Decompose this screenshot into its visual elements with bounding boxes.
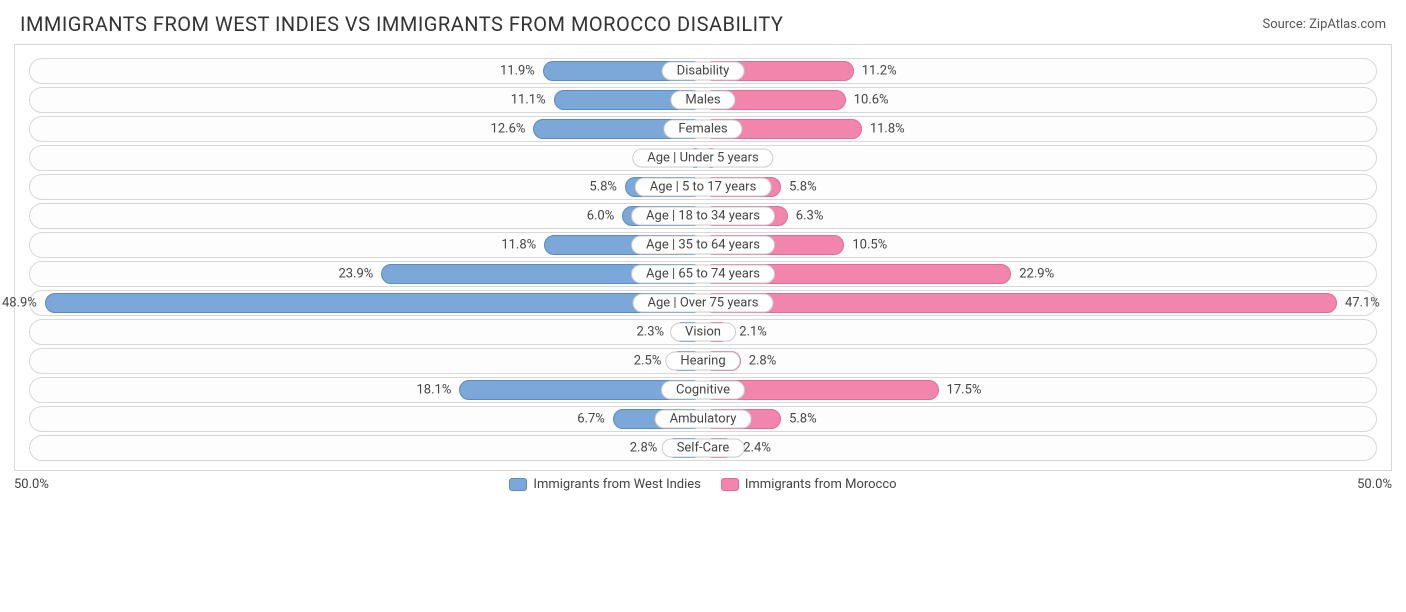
category-label: Disability (662, 62, 745, 81)
value-right: 6.3% (796, 209, 824, 224)
chart-row: 48.9%47.1%Age | Over 75 years (29, 290, 1377, 316)
chart-row: 23.9% 22.9% Age | 65 to 74 years (29, 261, 1377, 287)
category-label: Age | Over 75 years (633, 294, 774, 313)
category-label: Age | 5 to 17 years (635, 178, 772, 197)
chart-row: 2.8% 2.4%Self-Care (29, 435, 1377, 461)
value-right: 10.6% (854, 93, 889, 108)
value-left: 48.9% (2, 296, 37, 311)
value-right: 5.8% (789, 412, 817, 427)
value-left: 5.8% (589, 180, 617, 195)
chart-row: 1.2%1.2%Age | Under 5 years (29, 145, 1377, 171)
chart-row: 6.7% 5.8% Ambulatory (29, 406, 1377, 432)
value-right: 47.1% (1345, 296, 1380, 311)
chart-row: 11.1% 10.6% Males (29, 87, 1377, 113)
category-label: Age | 65 to 74 years (631, 265, 775, 284)
value-left: 12.6% (491, 122, 526, 137)
value-right: 11.8% (870, 122, 905, 137)
chart-row: 6.0% 6.3% Age | 18 to 34 years (29, 203, 1377, 229)
chart-row: 11.9% 11.2% Disability (29, 58, 1377, 84)
legend: Immigrants from West Indies Immigrants f… (49, 477, 1357, 492)
chart-row: 12.6% 11.8% Females (29, 116, 1377, 142)
value-left: 2.5% (634, 354, 662, 369)
value-right: 2.1% (739, 325, 767, 340)
legend-swatch-left (509, 478, 527, 491)
category-label: Vision (670, 323, 736, 342)
value-right: 10.5% (852, 238, 887, 253)
value-left: 6.0% (587, 209, 615, 224)
chart-header: IMMIGRANTS FROM WEST INDIES VS IMMIGRANT… (0, 0, 1406, 44)
chart-row: 5.8% 5.8% Age | 5 to 17 years (29, 174, 1377, 200)
category-label: Ambulatory (655, 410, 752, 429)
category-label: Hearing (665, 352, 740, 371)
category-label: Self-Care (662, 439, 745, 458)
chart-row: 18.1% 17.5% Cognitive (29, 377, 1377, 403)
chart-title: IMMIGRANTS FROM WEST INDIES VS IMMIGRANT… (20, 12, 783, 36)
category-label: Age | 35 to 64 years (631, 236, 775, 255)
category-label: Age | 18 to 34 years (631, 207, 775, 226)
value-right: 5.8% (789, 180, 817, 195)
axis-right-label: 50.0% (1357, 477, 1392, 492)
value-right: 17.5% (947, 383, 982, 398)
legend-swatch-right (721, 478, 739, 491)
value-right: 22.9% (1019, 267, 1054, 282)
value-left: 11.8% (501, 238, 536, 253)
chart-row: 11.8% 10.5% Age | 35 to 64 years (29, 232, 1377, 258)
value-left: 18.1% (417, 383, 452, 398)
value-left: 11.1% (511, 93, 546, 108)
bar-right (703, 293, 1337, 313)
chart-row: 2.3% 2.1%Vision (29, 319, 1377, 345)
category-label: Females (663, 120, 742, 139)
value-left: 2.3% (636, 325, 664, 340)
legend-label-right: Immigrants from Morocco (745, 477, 897, 492)
value-left: 2.8% (630, 441, 658, 456)
legend-label-left: Immigrants from West Indies (533, 477, 700, 492)
chart-footer: 50.0% Immigrants from West Indies Immigr… (0, 471, 1406, 492)
value-right: 2.4% (743, 441, 771, 456)
chart-source: Source: ZipAtlas.com (1262, 17, 1386, 32)
value-left: 6.7% (577, 412, 605, 427)
value-left: 23.9% (338, 267, 373, 282)
chart-area: 11.9% 11.2% Disability 11.1% 10.6% Males 12.6%… (14, 44, 1392, 471)
category-label: Age | Under 5 years (632, 149, 773, 168)
axis-left-label: 50.0% (14, 477, 49, 492)
legend-item-right: Immigrants from Morocco (721, 477, 897, 492)
category-label: Cognitive (661, 381, 745, 400)
bar-left (45, 293, 703, 313)
value-right: 2.8% (749, 354, 777, 369)
legend-item-left: Immigrants from West Indies (509, 477, 700, 492)
value-left: 11.9% (500, 64, 535, 79)
value-right: 11.2% (862, 64, 897, 79)
category-label: Males (670, 91, 735, 110)
chart-row: 2.5% 2.8% Hearing (29, 348, 1377, 374)
